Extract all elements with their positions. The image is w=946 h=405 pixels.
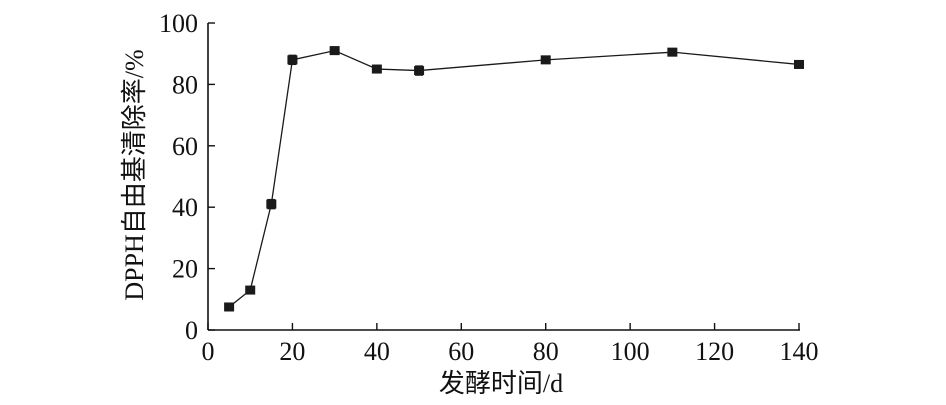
data-point — [329, 46, 340, 56]
ticks: 0 20 40 60 80 100 120 140 0 20 40 60 80 100 — [159, 9, 819, 366]
data-point — [266, 199, 277, 209]
y-tick-label: 60 — [172, 132, 198, 161]
data-point — [667, 47, 678, 57]
y-tick-label: 20 — [172, 255, 198, 284]
data-point — [794, 59, 804, 69]
y-tick-label: 0 — [185, 316, 198, 345]
y-tick-label: 40 — [172, 193, 198, 222]
x-tick-label: 20 — [279, 337, 305, 366]
x-tick-label: 40 — [364, 337, 390, 366]
data-point — [245, 285, 256, 295]
data-point — [287, 55, 298, 65]
data-point — [371, 64, 382, 74]
x-tick-label: 0 — [202, 337, 215, 366]
data-point — [540, 55, 551, 65]
x-tick-label: 60 — [448, 337, 474, 366]
series — [224, 46, 804, 312]
series-line — [228, 49, 800, 308]
y-tick-label: 80 — [172, 70, 198, 99]
axes — [207, 23, 800, 331]
x-axis-title: 发酵时间/d — [439, 369, 563, 398]
y-tick-label: 100 — [159, 9, 198, 38]
x-tick-label: 140 — [780, 337, 819, 366]
x-tick-label: 120 — [695, 337, 734, 366]
x-tick-label: 100 — [611, 337, 650, 366]
data-point — [224, 302, 235, 312]
data-point — [414, 66, 425, 76]
x-tick-label: 80 — [533, 337, 559, 366]
y-axis-title: DPPH自由基清除率/% — [120, 49, 149, 300]
